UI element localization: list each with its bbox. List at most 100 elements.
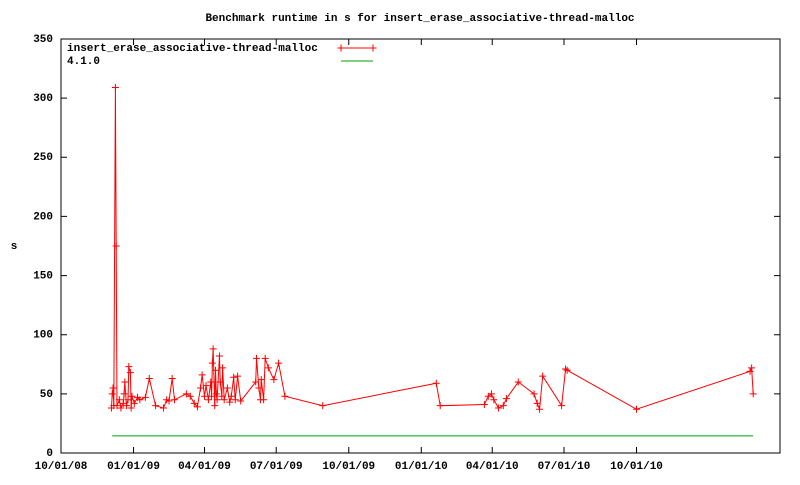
point-marker: [257, 376, 265, 384]
point-marker: [209, 345, 217, 353]
point-marker: [198, 371, 206, 379]
point-marker: [220, 396, 228, 404]
point-marker: [207, 378, 215, 386]
point-marker: [108, 390, 116, 398]
point-marker: [536, 405, 544, 413]
point-marker: [122, 402, 130, 410]
point-marker: [121, 378, 129, 386]
point-marker: [260, 396, 268, 404]
point-marker: [533, 399, 541, 407]
point-marker: [212, 366, 220, 374]
point-marker: [252, 378, 260, 386]
point-marker: [112, 242, 120, 250]
point-marker: [171, 396, 179, 404]
plot-frame: [60, 38, 781, 454]
point-marker: [193, 403, 201, 411]
x-tick-label: 01/01/09: [107, 461, 160, 473]
x-tick-label: 01/01/10: [395, 461, 448, 473]
point-marker: [261, 354, 269, 362]
point-marker: [159, 404, 167, 412]
point-marker: [253, 354, 261, 362]
point-marker: [234, 372, 242, 380]
point-marker: [200, 392, 208, 400]
point-marker: [749, 390, 757, 398]
point-marker: [746, 367, 754, 375]
x-tick-label: 10/01/10: [610, 461, 663, 473]
point-marker: [487, 390, 495, 398]
point-marker: [219, 364, 227, 372]
point-marker: [270, 376, 278, 384]
point-marker: [120, 390, 128, 398]
point-marker: [562, 365, 570, 373]
point-marker: [190, 399, 198, 407]
point-marker: [230, 373, 238, 381]
point-marker: [126, 369, 134, 377]
y-tick-label: 350: [33, 34, 53, 46]
point-marker: [111, 83, 119, 91]
point-marker: [227, 392, 235, 400]
point-marker: [202, 382, 210, 390]
point-marker: [197, 384, 205, 392]
point-marker: [748, 364, 756, 372]
point-marker: [186, 392, 194, 400]
point-marker: [558, 402, 566, 410]
point-marker: [223, 384, 231, 392]
point-marker: [182, 390, 190, 398]
y-tick-label: 150: [33, 270, 53, 282]
point-marker: [168, 374, 176, 382]
point-marker: [152, 402, 160, 410]
x-tick-label: 04/01/10: [466, 461, 519, 473]
point-marker: [480, 401, 488, 409]
point-marker: [539, 372, 547, 380]
point-marker: [563, 366, 571, 374]
point-marker: [136, 396, 144, 404]
y-axis-label: s: [11, 241, 18, 253]
point-marker: [127, 404, 135, 412]
x-tick-label: 07/01/10: [538, 461, 591, 473]
point-marker: [432, 379, 440, 387]
point-marker: [319, 402, 327, 410]
y-tick-label: 300: [33, 93, 53, 105]
point-marker: [213, 396, 221, 404]
point-marker: [115, 396, 123, 404]
legend-marker: [369, 44, 377, 52]
point-marker: [281, 392, 289, 400]
point-marker: [255, 384, 263, 392]
point-marker: [490, 396, 498, 404]
point-marker: [436, 402, 444, 410]
x-tick-label: 10/01/08: [35, 461, 88, 473]
point-marker: [495, 404, 503, 412]
point-marker: [125, 363, 133, 371]
point-marker: [212, 390, 220, 398]
point-marker: [141, 393, 149, 401]
point-marker: [124, 396, 132, 404]
point-marker: [109, 384, 117, 392]
point-marker: [211, 402, 219, 410]
series-line: [110, 87, 754, 410]
point-marker: [216, 378, 224, 386]
y-tick-label: 250: [33, 152, 53, 164]
point-marker: [130, 399, 138, 407]
point-marker: [218, 392, 226, 400]
point-marker: [165, 397, 173, 405]
point-marker: [117, 404, 125, 412]
point-marker: [204, 396, 212, 404]
point-marker: [208, 359, 216, 367]
x-tick-label: 10/01/09: [322, 461, 375, 473]
point-marker: [275, 359, 283, 367]
point-marker: [502, 395, 510, 403]
point-marker: [530, 390, 538, 398]
x-tick-label: 04/01/09: [178, 461, 231, 473]
point-marker: [208, 392, 216, 400]
legend-label: insert_erase_associative-thread-malloc: [67, 43, 318, 55]
point-marker: [226, 398, 234, 406]
y-tick-label: 50: [40, 389, 53, 401]
y-tick-label: 0: [46, 448, 53, 460]
legend-marker: [337, 44, 345, 52]
point-marker: [113, 402, 121, 410]
point-marker: [514, 378, 522, 386]
point-marker: [128, 392, 136, 400]
legend-label: 4.1.0: [67, 56, 100, 68]
x-tick-label: 07/01/09: [250, 461, 303, 473]
